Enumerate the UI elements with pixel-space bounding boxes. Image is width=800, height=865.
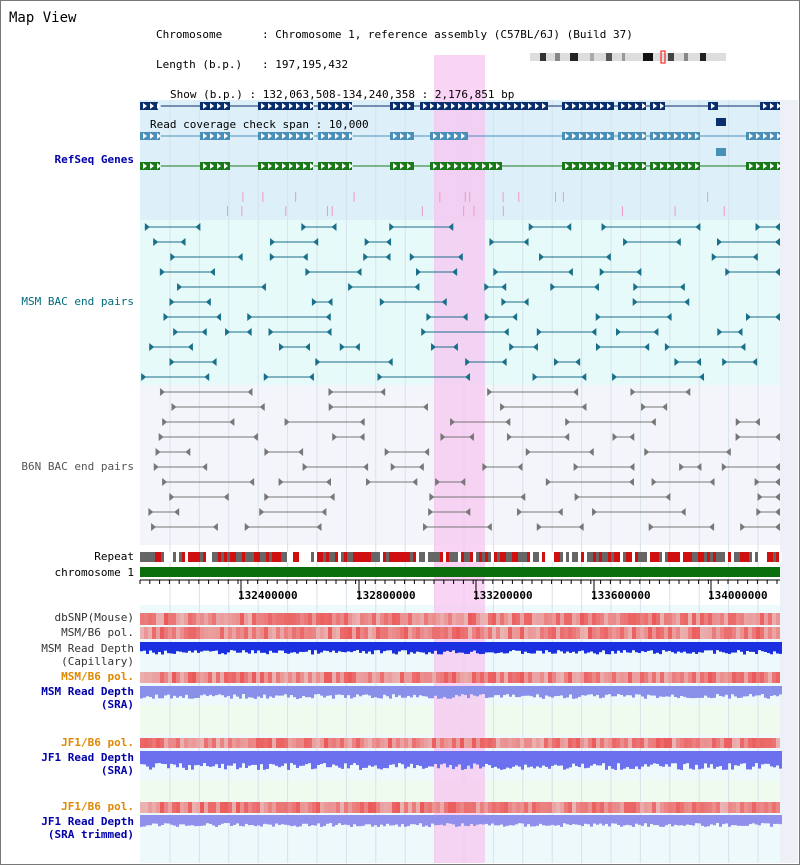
chromosome-label: Chromosome xyxy=(156,28,223,41)
chromosome-value: Chromosome 1, reference assembly (C57BL/… xyxy=(275,28,633,41)
axis-tick-label: 133600000 xyxy=(591,589,651,602)
track-label-msm-depth-cap[interactable]: MSM Read Depth xyxy=(41,642,134,655)
track-label-refseq[interactable]: RefSeq Genes xyxy=(54,153,134,166)
track-label-repeat[interactable]: Repeat xyxy=(94,550,134,563)
axis-tick-label: 132800000 xyxy=(356,589,416,602)
axis-tick-label: 134000000 xyxy=(708,589,768,602)
page-title: Map View xyxy=(9,10,77,26)
track-label-msm-depth-sra-sub: (SRA) xyxy=(100,698,134,711)
track-label-msm-depth-cap-sub: (Capillary) xyxy=(61,655,134,668)
track-label-jf1-depth[interactable]: JF1 Read Depth xyxy=(41,751,134,764)
chromosome-bar xyxy=(140,567,780,577)
track-label-jf1-trim-sub: (SRA trimmed) xyxy=(47,828,134,841)
track-label-dbsnp[interactable]: dbSNP(Mouse) xyxy=(54,611,134,624)
track-label-msm-b6-pol-sra[interactable]: MSM/B6 pol. xyxy=(61,670,134,683)
coverage-label: Read coverage check span xyxy=(150,118,309,131)
ideogram xyxy=(530,53,726,61)
track-label-jf1-depth-sub: (SRA) xyxy=(100,764,134,777)
track-label-msm-bac[interactable]: MSM BAC end pairs xyxy=(21,295,134,308)
scroll-gutter xyxy=(780,100,798,863)
track-label-msm-depth-sra[interactable]: MSM Read Depth xyxy=(41,685,134,698)
track-label-jf1-b6-pol[interactable]: JF1/B6 pol. xyxy=(61,736,134,749)
axis-tick-label: 133200000 xyxy=(473,589,533,602)
track-label-chromosome: chromosome 1 xyxy=(54,566,134,579)
axis-tick-label: 132400000 xyxy=(238,589,298,602)
track-label-msm-b6-pol[interactable]: MSM/B6 pol. xyxy=(61,626,134,639)
selected-region-highlight xyxy=(434,55,485,863)
track-label-jf1-trim[interactable]: JF1 Read Depth xyxy=(41,815,134,828)
length-label: Length (b.p.) xyxy=(156,58,243,71)
show-value: 132,063,508-134,240,358 : 2,176,851 bp xyxy=(262,88,515,101)
track-label-jf1-b6-pol-trim[interactable]: JF1/B6 pol. xyxy=(61,800,134,813)
show-label: Show (b.p.) xyxy=(170,88,243,101)
coverage-value: 10,000 xyxy=(328,118,369,131)
track-label-b6n-bac[interactable]: B6N BAC end pairs xyxy=(21,460,134,473)
info-panel: Chromosome : Chromosome 1, reference ass… xyxy=(150,28,633,131)
length-value: 197,195,432 xyxy=(275,58,349,71)
